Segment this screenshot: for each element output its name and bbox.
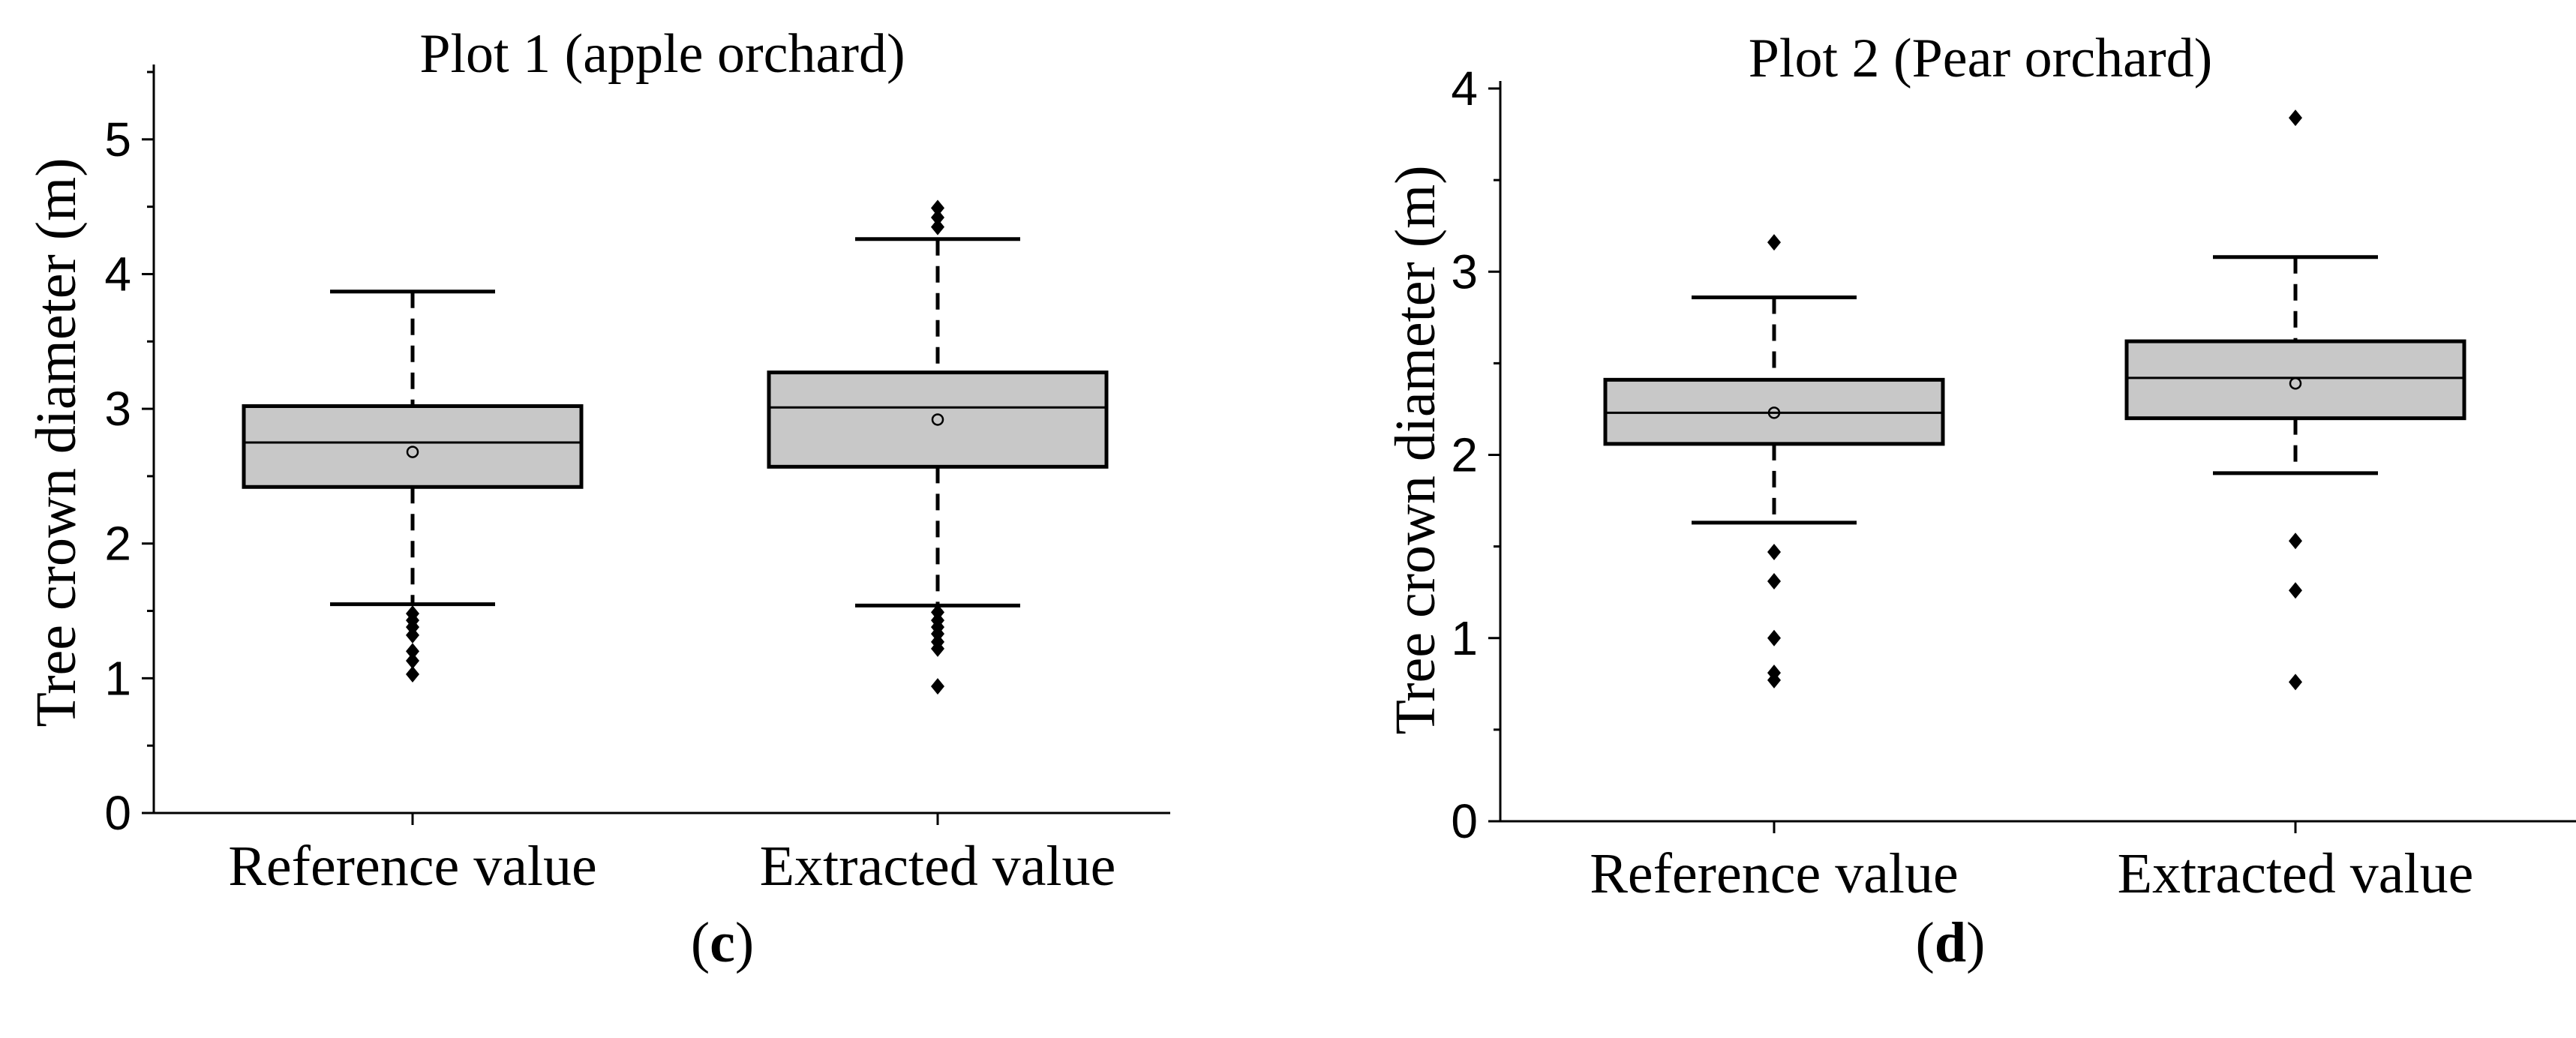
panel-label-d: (d) bbox=[1916, 911, 1986, 974]
y-axis-label: Tree crown diameter (m) bbox=[25, 158, 88, 727]
y-tick-label: 1 bbox=[104, 651, 131, 705]
y-tick-label: 2 bbox=[104, 517, 131, 571]
x-category-label: Reference value bbox=[1590, 842, 1959, 905]
outlier-point bbox=[406, 665, 419, 682]
outlier-point bbox=[931, 218, 944, 236]
chart-title: Plot 2 (Pear orchard) bbox=[1749, 28, 2213, 89]
y-axis-label: Tree crown diameter (m) bbox=[1384, 165, 1447, 734]
outlier-point bbox=[2289, 110, 2302, 127]
outlier-point bbox=[931, 604, 944, 621]
panel-c-chart: Plot 1 (apple orchard) Tree crown diamet… bbox=[25, 23, 1170, 898]
mean-marker bbox=[2289, 376, 2302, 390]
outlier-point bbox=[2289, 674, 2302, 691]
outlier-point bbox=[2289, 532, 2302, 550]
mean-marker bbox=[1767, 406, 1781, 419]
outlier-point bbox=[1767, 543, 1781, 560]
axes: 0 1 2 3 4 5 bbox=[104, 64, 1170, 840]
outlier-point bbox=[406, 605, 419, 622]
plot-area bbox=[1603, 110, 2466, 691]
outlier-point bbox=[1767, 573, 1781, 590]
outlier-point bbox=[931, 209, 944, 226]
iqr-box bbox=[242, 404, 584, 489]
y-tick-label: 1 bbox=[1451, 611, 1478, 665]
x-category-label: Reference value bbox=[228, 835, 597, 898]
outlier-point bbox=[1767, 234, 1781, 251]
y-tick-label: 4 bbox=[104, 247, 131, 301]
x-category-label: Extracted value bbox=[2118, 842, 2474, 905]
outlier-point bbox=[931, 678, 944, 695]
mean-marker bbox=[406, 446, 419, 458]
outlier-point bbox=[1767, 629, 1781, 646]
y-tick-label: 4 bbox=[1451, 62, 1478, 116]
axes: 0 1 2 3 4 bbox=[1451, 62, 2576, 848]
chart-title: Plot 1 (apple orchard) bbox=[419, 23, 905, 85]
iqr-box bbox=[767, 370, 1109, 469]
y-tick-label: 2 bbox=[1451, 428, 1478, 482]
y-tick-label: 0 bbox=[104, 786, 131, 840]
mean-marker bbox=[931, 413, 944, 426]
panel-label-c: (c) bbox=[691, 911, 754, 974]
panel-d-chart: Plot 2 (Pear orchard) Tree crown diamete… bbox=[1384, 28, 2576, 905]
outlier-point bbox=[406, 643, 419, 660]
outlier-point bbox=[406, 652, 419, 670]
y-tick-label: 3 bbox=[1451, 244, 1478, 298]
y-tick-label: 3 bbox=[104, 382, 131, 436]
outlier-point bbox=[1767, 664, 1781, 682]
outlier-point bbox=[931, 200, 944, 217]
iqr-box bbox=[2124, 339, 2466, 421]
y-tick-label: 5 bbox=[104, 112, 131, 166]
y-tick-label: 0 bbox=[1451, 794, 1478, 848]
outlier-point bbox=[2289, 582, 2302, 599]
x-category-label: Extracted value bbox=[760, 835, 1116, 898]
plot-area bbox=[242, 200, 1109, 695]
